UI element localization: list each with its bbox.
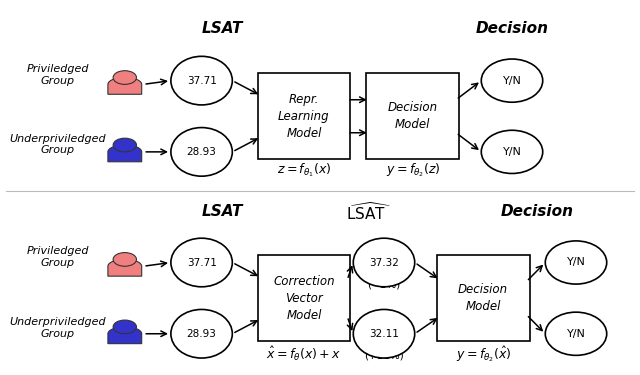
Text: Decision: Decision — [501, 204, 574, 219]
Ellipse shape — [353, 238, 415, 287]
Text: (+11%): (+11%) — [364, 351, 404, 360]
Ellipse shape — [353, 309, 415, 358]
Text: Decision: Decision — [476, 21, 548, 36]
Circle shape — [113, 71, 136, 84]
Circle shape — [113, 320, 136, 334]
Text: 28.93: 28.93 — [187, 147, 216, 157]
Text: Decision
Model: Decision Model — [458, 283, 508, 313]
Text: Repr.
Learning
Model: Repr. Learning Model — [278, 93, 330, 140]
FancyBboxPatch shape — [366, 73, 460, 159]
FancyBboxPatch shape — [257, 255, 351, 341]
Text: Y/N: Y/N — [502, 76, 522, 86]
Text: Decision
Model: Decision Model — [388, 101, 438, 131]
Text: Correction
Vector
Model: Correction Vector Model — [273, 274, 335, 322]
Text: 37.32: 37.32 — [369, 258, 399, 267]
Polygon shape — [108, 327, 141, 344]
Ellipse shape — [545, 312, 607, 356]
Text: $z = f_{\theta_1}(x)$: $z = f_{\theta_1}(x)$ — [277, 162, 331, 179]
Text: $y = f_{\theta_2}(\hat{x})$: $y = f_{\theta_2}(\hat{x})$ — [456, 345, 511, 364]
Ellipse shape — [481, 130, 543, 174]
FancyBboxPatch shape — [437, 255, 530, 341]
Text: Y/N: Y/N — [566, 258, 586, 267]
Text: Priviledged
Group: Priviledged Group — [26, 64, 89, 86]
Text: 37.71: 37.71 — [187, 76, 216, 86]
Circle shape — [113, 253, 136, 266]
Ellipse shape — [171, 128, 232, 176]
Polygon shape — [108, 78, 141, 94]
Text: 32.11: 32.11 — [369, 329, 399, 339]
Text: 37.71: 37.71 — [187, 258, 216, 267]
Text: Priviledged
Group: Priviledged Group — [26, 246, 89, 268]
Polygon shape — [108, 145, 141, 162]
Ellipse shape — [171, 309, 232, 358]
Text: LSAT: LSAT — [202, 21, 243, 36]
Ellipse shape — [481, 59, 543, 102]
Text: Y/N: Y/N — [502, 147, 522, 157]
FancyBboxPatch shape — [257, 73, 351, 159]
Text: 28.93: 28.93 — [187, 329, 216, 339]
Text: LSAT: LSAT — [202, 204, 243, 219]
Polygon shape — [108, 260, 141, 276]
Text: Underpriviledged
Group: Underpriviledged Group — [10, 317, 106, 339]
Text: Y/N: Y/N — [566, 329, 586, 339]
Text: $y = f_{\theta_2}(z)$: $y = f_{\theta_2}(z)$ — [385, 162, 440, 179]
Text: $\hat{x} = f_{\theta}(x) + x$: $\hat{x} = f_{\theta}(x) + x$ — [266, 345, 342, 363]
Text: Underpriviledged
Group: Underpriviledged Group — [10, 134, 106, 155]
Ellipse shape — [545, 241, 607, 284]
Text: $\widehat{\rm LSAT}$: $\widehat{\rm LSAT}$ — [346, 201, 390, 223]
Ellipse shape — [171, 56, 232, 105]
Text: (−1%): (−1%) — [367, 279, 401, 289]
Ellipse shape — [171, 238, 232, 287]
Circle shape — [113, 138, 136, 152]
